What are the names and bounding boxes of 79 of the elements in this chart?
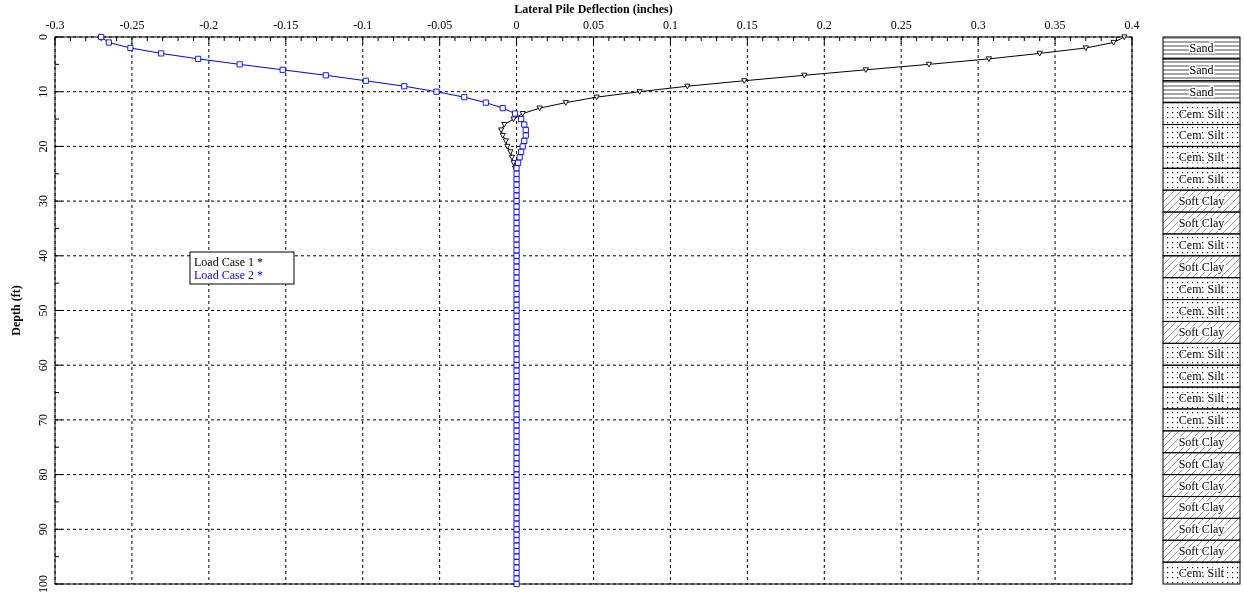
- point: [925, 61, 932, 68]
- point: [1121, 34, 1128, 41]
- point: [510, 160, 517, 166]
- category-label: Sand: [1189, 84, 1214, 99]
- point: [1036, 50, 1043, 57]
- y-axis-title: Depth (ft): [9, 285, 23, 336]
- category-label: Cem. Silt: [1178, 347, 1225, 362]
- y-tick-label: 60: [36, 359, 50, 372]
- category-label: Cem. Silt: [1178, 281, 1225, 296]
- x-tick-label: -0.3: [45, 18, 65, 32]
- text: Load Case 2 *: [194, 268, 263, 282]
- point: [985, 56, 992, 62]
- category-label: Soft Clay: [1178, 434, 1225, 449]
- y-tick-label: 20: [36, 140, 50, 153]
- category-label: Soft Clay: [1178, 522, 1225, 537]
- point: [1082, 45, 1089, 51]
- point: [499, 132, 506, 139]
- x-tick-label: 0.25: [890, 18, 912, 32]
- x-tick-label: 0.2: [816, 18, 832, 32]
- point: [801, 72, 808, 79]
- x-tick-label: -0.2: [199, 18, 219, 32]
- category-label: Cem. Silt: [1178, 303, 1225, 318]
- category-label: Cem. Silt: [1178, 237, 1225, 252]
- category-label: Cem. Silt: [1178, 150, 1225, 165]
- point: [519, 111, 526, 117]
- point: [504, 143, 511, 150]
- y-tick-label: 10: [36, 85, 50, 98]
- category-label: Soft Clay: [1178, 259, 1225, 274]
- category-label: Sand: [1189, 62, 1214, 77]
- category-label: Soft Clay: [1178, 478, 1225, 493]
- point: [562, 100, 569, 106]
- category-label: Cem. Silt: [1178, 106, 1225, 121]
- point: [501, 121, 508, 128]
- x-tick-label: -0.1: [353, 18, 373, 32]
- category-label: Soft Clay: [1178, 500, 1225, 515]
- y-tick-label: 70: [36, 413, 50, 426]
- y-tick-label: 50: [36, 304, 50, 317]
- x-tick-label: -0.25: [119, 18, 145, 32]
- text: Load Case 1 *: [194, 255, 263, 269]
- category-label: Soft Clay: [1178, 325, 1225, 340]
- category-label: Soft Clay: [1178, 215, 1225, 230]
- y-tick-label: 100: [36, 575, 50, 592]
- x-tick-label: 0.4: [1124, 18, 1140, 32]
- category-label: Soft Clay: [1178, 544, 1225, 559]
- y-tick-label: 40: [36, 249, 50, 262]
- point: [636, 89, 643, 95]
- y-tick-label: 90: [36, 523, 50, 536]
- category-label: Cem. Silt: [1178, 566, 1225, 581]
- point: [508, 154, 516, 161]
- point: [507, 149, 514, 155]
- point: [1110, 39, 1117, 46]
- x-tick-label: 0.35: [1044, 18, 1066, 32]
- category-label: Soft Clay: [1178, 456, 1225, 471]
- point: [536, 105, 543, 112]
- category-label: Cem. Silt: [1178, 369, 1225, 384]
- point: [862, 67, 869, 73]
- point: [502, 138, 509, 144]
- point: [741, 78, 748, 84]
- category-label: Cem. Silt: [1178, 391, 1225, 406]
- point: [510, 116, 517, 123]
- category-label: Cem. Silt: [1178, 172, 1225, 187]
- point: [684, 83, 691, 90]
- x-axis-title: Lateral Pile Deflection (inches): [514, 2, 673, 16]
- x-tick-label: -0.15: [273, 18, 299, 32]
- y-tick-label: 30: [36, 195, 50, 208]
- y-tick-label: 80: [36, 468, 50, 481]
- category-label: Cem. Silt: [1178, 128, 1225, 143]
- x-tick-label: 0: [513, 18, 520, 32]
- x-tick-label: -0.05: [427, 18, 453, 32]
- x-tick-label: 0.3: [970, 18, 986, 32]
- x-tick-label: 0.05: [583, 18, 604, 32]
- y-tick-label: 0: [36, 34, 50, 40]
- point: [498, 127, 505, 134]
- x-tick-label: 0.15: [736, 18, 758, 32]
- x-tick-label: 0.1: [662, 18, 678, 32]
- category-label: Sand: [1189, 40, 1214, 55]
- point: [593, 94, 600, 101]
- category-label: Soft Clay: [1178, 194, 1225, 209]
- category-label: Cem. Silt: [1178, 412, 1225, 427]
